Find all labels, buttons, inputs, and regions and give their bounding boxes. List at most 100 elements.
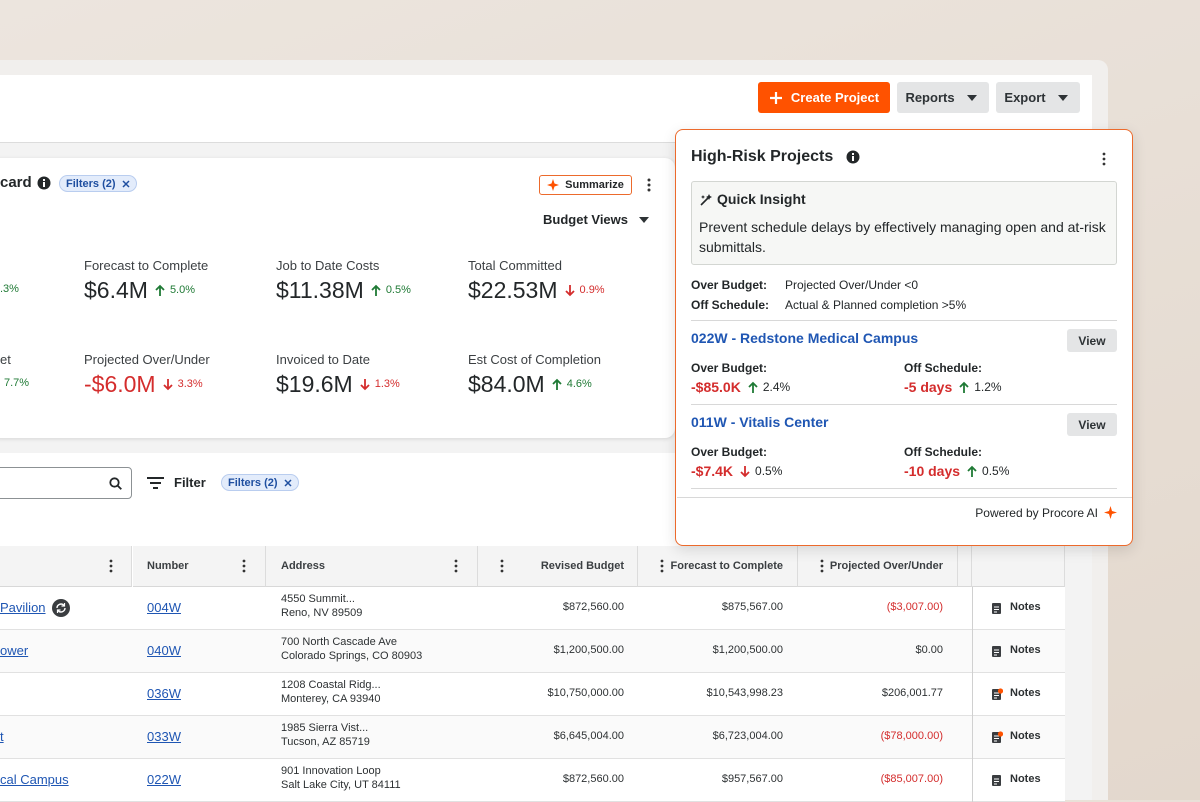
- notes-link[interactable]: Notes: [1010, 601, 1041, 613]
- icon-part: [748, 381, 758, 393]
- icon-part: [852, 156, 854, 161]
- kebab-menu[interactable]: [108, 559, 114, 573]
- notes-link[interactable]: Notes: [1010, 644, 1041, 656]
- trend-arrow: [747, 381, 759, 394]
- metric-label: Forecast to Complete: [84, 258, 209, 273]
- divider: [691, 488, 1117, 489]
- notes-icon-svg: [992, 775, 1001, 786]
- icon-part: [52, 599, 70, 617]
- divider: [677, 497, 1132, 498]
- project-number-link[interactable]: 004W: [147, 600, 181, 615]
- project-name-link[interactable]: Pavilion: [0, 600, 46, 615]
- trend-arrow: [966, 465, 978, 478]
- project-number-link[interactable]: 022W: [147, 772, 181, 787]
- info-icon[interactable]: [37, 176, 51, 190]
- icon-part: [992, 603, 1001, 614]
- view-button[interactable]: View: [1067, 413, 1117, 436]
- icon-part: [701, 194, 712, 200]
- kebab-menu[interactable]: [819, 559, 825, 573]
- trend-arrow: [370, 284, 382, 297]
- icon-part: [500, 569, 504, 573]
- filter-chip[interactable]: Filters (2): [221, 474, 299, 491]
- metric-change: 7.7%: [4, 377, 30, 389]
- header-cell: [638, 546, 798, 587]
- budget-change: 2.4%: [762, 380, 791, 394]
- plus-icon: [769, 91, 782, 104]
- icon-part: [109, 564, 113, 568]
- vline: [972, 716, 973, 759]
- schedule-label: Off Schedule:: [904, 445, 983, 459]
- revised-budget: $872,560.00: [562, 773, 624, 785]
- vline: [972, 630, 973, 673]
- header-cell: [958, 546, 972, 587]
- criteria-text: Projected Over/Under <0: [785, 278, 919, 292]
- icon-part: [660, 559, 664, 563]
- trend-arrow-svg: [360, 378, 370, 390]
- kebab-menu-svg: [500, 559, 504, 573]
- kebab-menu[interactable]: [1101, 152, 1107, 166]
- schedule-value-row: -5 days 1.2%: [904, 378, 1002, 396]
- icon-part: [242, 569, 246, 573]
- trend-arrow-svg: [959, 381, 969, 393]
- budget-views-dropdown[interactable]: Budget Views: [543, 212, 650, 227]
- create-project-button[interactable]: Create Project: [758, 82, 890, 113]
- filter-chip[interactable]: Filters (2): [59, 175, 137, 192]
- address-line: Tucson, AZ 85719: [281, 736, 370, 748]
- project-link[interactable]: 011W - Vitalis Center: [691, 414, 829, 430]
- metric-change: 4.6%: [566, 378, 592, 390]
- icon-part: [740, 465, 750, 477]
- kebab-menu[interactable]: [499, 559, 505, 573]
- project-number-link[interactable]: 036W: [147, 686, 181, 701]
- filter-button[interactable]: Filter: [147, 475, 206, 490]
- project-name-link[interactable]: cal Campus: [0, 772, 69, 787]
- icon-part: [992, 775, 1001, 786]
- trend-arrow-svg: [740, 465, 750, 477]
- icon-part: [994, 692, 999, 699]
- trend-arrow-svg: [564, 284, 575, 296]
- metric-value: $11.38M: [276, 276, 364, 303]
- trend-arrow: [551, 378, 563, 391]
- search-input[interactable]: [0, 467, 132, 499]
- export-button[interactable]: Export: [996, 82, 1080, 113]
- project-name-link[interactable]: t: [0, 729, 4, 744]
- trend-arrow: [564, 284, 576, 297]
- vline: [972, 673, 973, 716]
- notes-link[interactable]: Notes: [1010, 773, 1041, 785]
- metric-label: Total Committed: [468, 258, 562, 273]
- card-title: card: [0, 174, 32, 191]
- ai-sparkle-icon: [547, 179, 560, 191]
- vline: [972, 587, 973, 630]
- kebab-menu[interactable]: [241, 559, 247, 573]
- project-number-link[interactable]: 033W: [147, 729, 181, 744]
- close-icon: [121, 179, 130, 188]
- project-link[interactable]: 022W - Redstone Medical Campus: [691, 330, 919, 346]
- project-name-link[interactable]: ower: [0, 643, 29, 658]
- icon-part: [1104, 506, 1117, 519]
- address-line: Colorado Springs, CO 80903: [281, 650, 423, 662]
- icon-part: [371, 284, 381, 296]
- project-number-link[interactable]: 040W: [147, 643, 181, 658]
- notes-link[interactable]: Notes: [1010, 730, 1041, 742]
- header-cell: [972, 546, 1065, 587]
- create-project-label: Create Project: [790, 90, 880, 105]
- view-button[interactable]: View: [1067, 329, 1117, 352]
- notes-link[interactable]: Notes: [1010, 687, 1041, 699]
- reports-button[interactable]: Reports: [897, 82, 989, 113]
- kebab-menu[interactable]: [646, 177, 652, 193]
- budget-value-row: -$7.4K 0.5%: [691, 462, 782, 480]
- kebab-menu-svg: [660, 559, 664, 573]
- notes-icon: [991, 731, 1003, 744]
- kebab-menu[interactable]: [659, 559, 665, 573]
- info-icon[interactable]: [846, 150, 860, 164]
- table-row: [0, 587, 1065, 630]
- metric-value: $6.4M: [84, 276, 148, 303]
- icon-part: [997, 731, 1003, 737]
- projected-over-under: ($85,007.00): [880, 773, 943, 785]
- metric-value: -$6.0M: [84, 370, 156, 397]
- summarize-button[interactable]: Summarize: [539, 175, 632, 195]
- icon-part: [660, 569, 664, 573]
- metric-value-row: -$6.0M 3.3%: [84, 369, 203, 399]
- info-icon-svg: [846, 150, 860, 164]
- sync-icon-svg: [52, 599, 70, 617]
- kebab-menu[interactable]: [453, 559, 459, 573]
